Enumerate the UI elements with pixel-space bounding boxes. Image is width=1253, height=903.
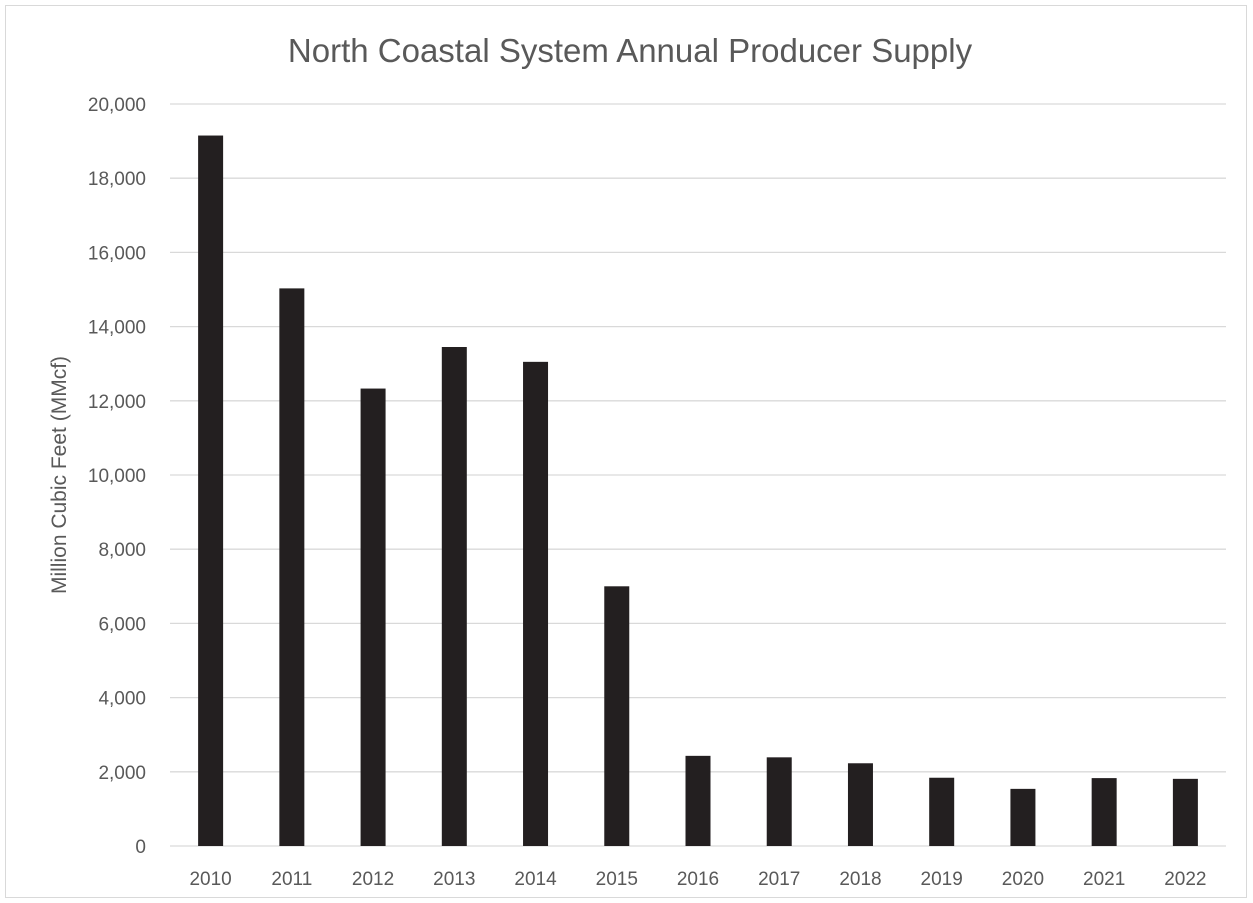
gridlines	[170, 103, 1226, 847]
x-tick-label: 2018	[839, 869, 881, 890]
x-tick-label: 2011	[271, 869, 312, 890]
bar-2011	[279, 288, 305, 847]
y-tick-label: 0	[135, 837, 146, 858]
x-tick-label: 2012	[352, 869, 394, 890]
y-tick-label: 16,000	[88, 243, 146, 264]
y-axis-ticks: 0 2,000 4,000 6,000 8,000 10,000 12,000 14,000 1…	[88, 95, 146, 858]
y-tick-label: 12,000	[88, 392, 146, 413]
x-tick-label: 2019	[921, 869, 963, 890]
bar-2016	[685, 755, 711, 846]
x-tick-label: 2016	[677, 869, 719, 890]
bar-2020	[1010, 788, 1036, 846]
x-tick-label: 2015	[596, 869, 638, 890]
y-tick-label: 20,000	[88, 95, 146, 116]
chart-title: North Coastal System Annual Producer Sup…	[288, 32, 973, 69]
bar-2013	[441, 347, 467, 846]
y-tick-label: 14,000	[88, 318, 146, 339]
y-tick-label: 8,000	[98, 540, 146, 561]
bar-2022	[1172, 778, 1198, 846]
x-tick-label: 2020	[1002, 869, 1044, 890]
x-tick-label: 2014	[514, 869, 557, 890]
x-tick-label: 2013	[433, 869, 475, 890]
x-tick-label: 2021	[1083, 869, 1125, 890]
bar-2017	[766, 757, 792, 846]
x-tick-label: 2010	[189, 869, 231, 890]
y-tick-label: 6,000	[98, 614, 146, 635]
bars	[198, 135, 1198, 847]
y-tick-label: 2,000	[98, 763, 146, 784]
bar-2015	[604, 586, 630, 846]
bar-2021	[1091, 778, 1117, 846]
bar-2014	[523, 361, 549, 846]
bar-2018	[847, 763, 873, 846]
y-tick-label: 18,000	[88, 169, 146, 190]
x-tick-label: 2017	[758, 869, 800, 890]
x-axis-ticks: 2010 2011 2012 2013 2014 2015 2016 2017 2018 2019…	[189, 869, 1206, 890]
bar-2019	[929, 777, 955, 846]
y-tick-label: 4,000	[98, 689, 146, 710]
y-tick-label: 10,000	[88, 466, 146, 487]
bar-2012	[360, 388, 386, 846]
y-axis-title: Million Cubic Feet (MMcf)	[48, 356, 71, 594]
bar-2010	[198, 135, 224, 846]
x-tick-label: 2022	[1164, 869, 1206, 890]
